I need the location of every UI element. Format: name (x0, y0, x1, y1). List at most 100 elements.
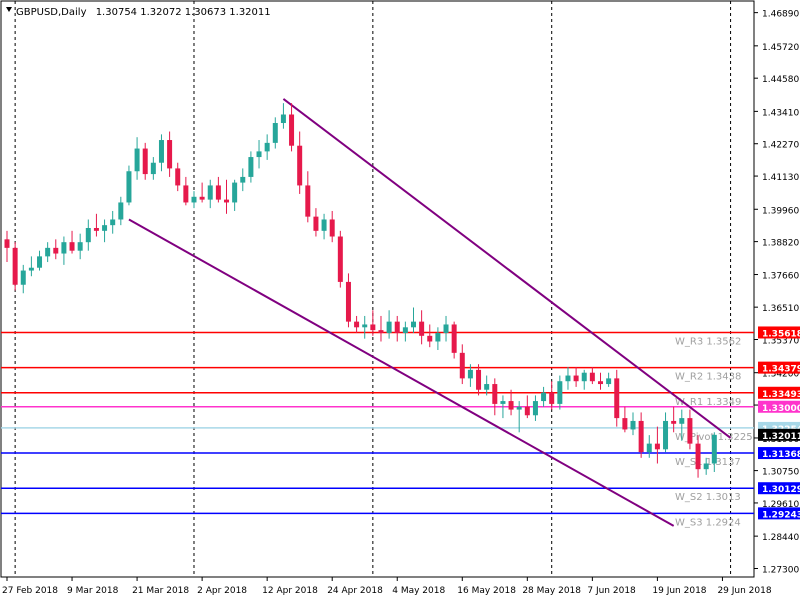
x-tick-label: 24 Apr 2018 (327, 586, 383, 596)
candle-body (126, 171, 132, 203)
channel-upper-line (282, 98, 732, 439)
candle-body (207, 185, 213, 200)
y-tick-label: 1.41130 (762, 173, 799, 183)
candle-body (663, 420, 669, 450)
candle-body (321, 219, 327, 231)
candle-body (597, 381, 603, 385)
candle-body (150, 162, 156, 175)
y-tick-label: 1.44580 (762, 75, 799, 85)
candle-body (370, 324, 376, 331)
x-tick-label: 21 Mar 2018 (132, 586, 189, 596)
candle-body (248, 157, 254, 177)
candle-body (272, 123, 278, 143)
candle-body (687, 418, 693, 444)
x-tick-label: 7 Jun 2018 (587, 586, 636, 596)
symbol-label: GBPUSD,Daily (16, 7, 87, 18)
y-tick-label: 1.36510 (762, 304, 799, 314)
candle-body (565, 375, 571, 382)
x-axis: 27 Feb 2018 9 Mar 2018 21 Mar 2018 2 Apr 20… (2, 577, 772, 596)
trend-channel (128, 98, 732, 527)
candle-body (305, 185, 311, 217)
y-tick-label: 1.38820 (762, 239, 799, 249)
level-label: W_S2 1.3013 (675, 492, 741, 503)
candle-body (695, 443, 701, 470)
candle-body (467, 369, 473, 379)
price-tag-label: 1.31368 (762, 450, 800, 460)
price-tag (758, 507, 800, 520)
plot-frame (0, 0, 755, 578)
candle-body (102, 225, 108, 231)
candle-body (158, 140, 164, 163)
price-tag-label: 1.33000 (762, 404, 800, 414)
x-tick-label: 2 Apr 2018 (197, 586, 247, 596)
candles (4, 103, 717, 478)
candle-body (573, 375, 579, 382)
candle-body (435, 332, 441, 342)
candle-body (61, 242, 67, 254)
candle-body (280, 114, 286, 124)
candle-body (589, 372, 595, 382)
x-tick-label: 27 Feb 2018 (2, 586, 58, 596)
candle-body (134, 148, 140, 172)
price-tag-label: 1.30129 (762, 485, 800, 495)
candle-body (215, 185, 221, 200)
candle-body (362, 324, 368, 328)
y-tick-label: 1.45720 (762, 43, 799, 53)
level-label: W_S1 1.3137 (675, 457, 741, 468)
y-tick-label: 1.37660 (762, 272, 799, 282)
candle-body (459, 352, 465, 379)
level-label: W_R1 1.3349 (675, 397, 741, 408)
candle-body (264, 142, 270, 152)
x-tick-label: 28 May 2018 (522, 586, 581, 596)
candle-body (711, 434, 717, 464)
candle-body (20, 270, 26, 285)
title-arrow-icon (6, 7, 12, 12)
candle-body (183, 185, 189, 203)
candle-body (516, 406, 522, 410)
candle-body (524, 406, 530, 416)
y-tick-label: 1.39960 (762, 206, 799, 216)
candle-body (646, 443, 652, 453)
price-tag (758, 400, 800, 413)
candle-body (45, 247, 51, 257)
x-tick-label: 16 May 2018 (457, 586, 516, 596)
chart-title: GBPUSD,Daily 1.30754 1.32072 1.30673 1.3… (16, 7, 271, 18)
price-tag (758, 428, 800, 441)
candle-body (37, 256, 43, 268)
price-tag (758, 447, 800, 460)
x-tick-label: 4 May 2018 (392, 586, 445, 596)
candle-body (492, 384, 498, 404)
channel-lower-line (128, 218, 675, 527)
y-tick-label: 1.42270 (762, 141, 799, 151)
candle-body (581, 372, 587, 382)
candle-body (142, 148, 148, 175)
candle-body (85, 227, 91, 243)
candle-body (386, 321, 392, 333)
y-tick-label: 1.43410 (762, 108, 799, 118)
candle-body (175, 168, 181, 186)
candle-body (427, 335, 433, 342)
y-tick-label: 1.27300 (762, 565, 799, 575)
candle-body (93, 227, 99, 231)
candle-body (28, 267, 34, 271)
candle-body (443, 324, 449, 333)
candle-body (451, 324, 457, 353)
candle-body (297, 145, 303, 186)
candle-body (191, 196, 197, 203)
candle-body (199, 196, 205, 200)
vertical-grid (14, 1, 732, 577)
candle-body (224, 199, 230, 203)
candle-body (541, 392, 547, 402)
x-tick-label: 29 Jun 2018 (717, 586, 771, 596)
level-label: W_R2 1.3438 (675, 372, 741, 383)
candle-body (549, 392, 555, 404)
price-tag-label: 1.34379 (762, 365, 800, 375)
y-tick-label: 1.46890 (762, 10, 799, 20)
candle-body (638, 420, 644, 453)
candle-body (329, 219, 335, 237)
price-tag (758, 326, 800, 339)
candle-body (654, 443, 660, 450)
y-tick-label: 1.28440 (762, 533, 799, 543)
candle-body (679, 418, 685, 424)
